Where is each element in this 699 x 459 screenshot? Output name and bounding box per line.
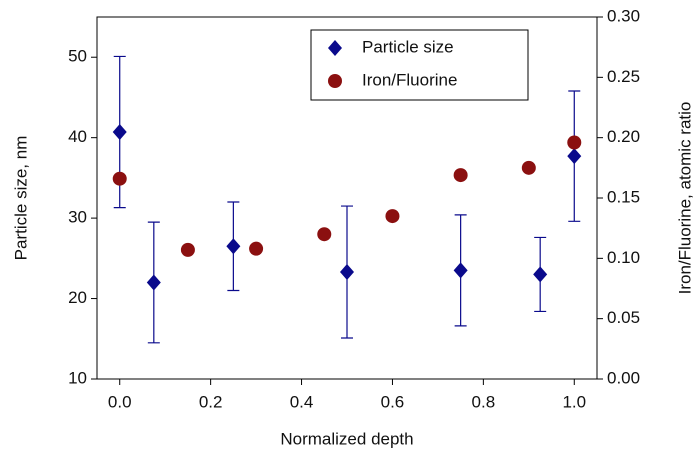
y2-tick-label: 0.15	[607, 187, 640, 206]
x-axis-label: Normalized depth	[280, 429, 413, 448]
y-tick-label: 40	[68, 127, 87, 146]
x-tick-label: 0.2	[199, 392, 223, 411]
y2-axis-label: Iron/Fluorine, atomic ratio	[675, 102, 694, 295]
circle-marker	[249, 241, 264, 256]
diamond-marker	[567, 148, 582, 165]
diamond-marker	[453, 262, 468, 279]
circle-marker	[385, 209, 400, 224]
circle-marker	[521, 160, 536, 175]
circle-marker	[180, 242, 195, 257]
y2-tick-label: 0.20	[607, 127, 640, 146]
diamond-marker	[226, 238, 241, 255]
legend-marker	[328, 74, 342, 88]
y-tick-label: 30	[68, 208, 87, 227]
diamond-marker	[112, 124, 127, 141]
y2-tick-label: 0.05	[607, 308, 640, 327]
circle-marker	[567, 135, 582, 150]
y-tick-label: 20	[68, 288, 87, 307]
y2-tick-label: 0.30	[607, 6, 640, 25]
y-tick-label: 10	[68, 368, 87, 387]
legend-label: Particle size	[362, 37, 454, 56]
diamond-marker	[533, 266, 548, 283]
circle-marker	[112, 171, 127, 186]
x-tick-label: 0.6	[381, 392, 405, 411]
y2-tick-label: 0.10	[607, 248, 640, 267]
x-tick-label: 0.0	[108, 392, 132, 411]
x-tick-label: 0.8	[472, 392, 496, 411]
circle-marker	[317, 227, 332, 242]
diamond-marker	[146, 274, 161, 291]
x-tick-label: 1.0	[562, 392, 586, 411]
legend-box	[310, 29, 529, 101]
legend-label: Iron/Fluorine	[362, 70, 457, 89]
diamond-marker	[340, 264, 354, 281]
circle-marker	[453, 168, 468, 183]
y2-tick-label: 0.25	[607, 67, 640, 86]
y-tick-label: 50	[68, 47, 87, 66]
x-tick-label: 0.4	[290, 392, 314, 411]
y2-tick-label: 0.00	[607, 368, 640, 387]
legend-marker	[328, 40, 342, 56]
y-axis-label: Particle size, nm	[11, 136, 30, 261]
